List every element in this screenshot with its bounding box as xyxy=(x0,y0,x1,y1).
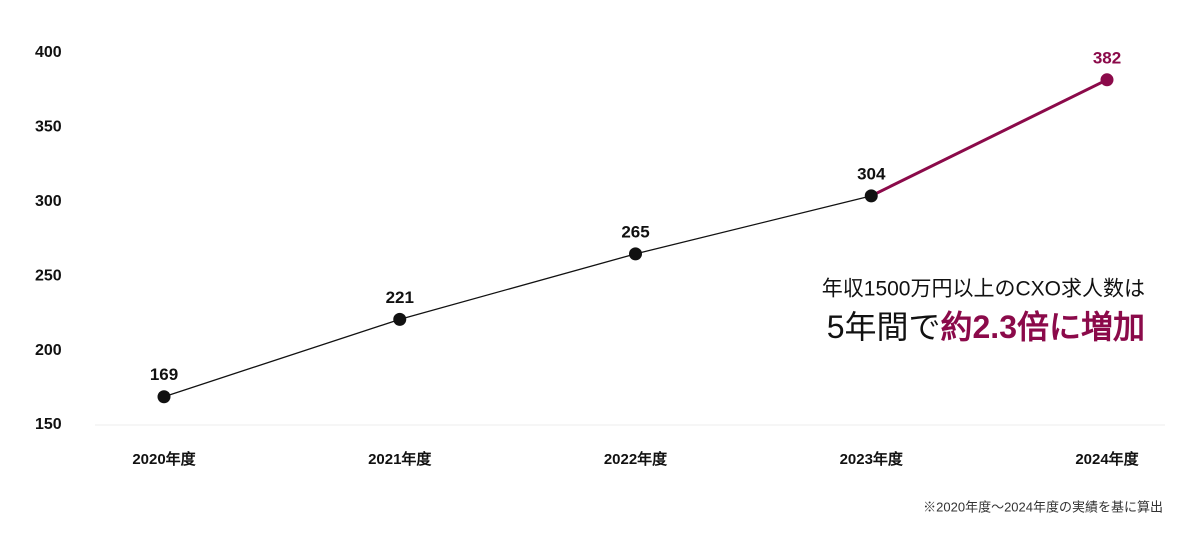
x-tick-label: 2024年度 xyxy=(1075,450,1139,468)
line-segment xyxy=(399,253,636,320)
line-segment xyxy=(163,318,400,398)
value-label: 265 xyxy=(621,222,649,241)
x-tick-label: 2020年度 xyxy=(132,450,196,468)
line-segment xyxy=(635,195,872,255)
y-tick-label: 200 xyxy=(35,342,62,359)
footnote: ※2020年度〜2024年度の実績を基に算出 xyxy=(923,499,1163,514)
line-segment xyxy=(870,78,1108,198)
value-label: 169 xyxy=(150,365,178,384)
point xyxy=(864,189,878,203)
y-tick-label: 350 xyxy=(35,119,62,136)
point xyxy=(629,247,642,261)
value-label: 221 xyxy=(386,288,414,307)
point xyxy=(1100,73,1114,87)
annotation-prefix: 5年間で xyxy=(827,309,941,345)
y-tick-label: 300 xyxy=(35,193,62,210)
x-tick-label: 2022年度 xyxy=(604,450,668,468)
x-tick-label: 2023年度 xyxy=(840,450,904,468)
value-label: 304 xyxy=(857,164,886,183)
x-tick-label: 2021年度 xyxy=(368,450,432,468)
point xyxy=(157,390,171,404)
annotation-line1: 年収1500万円以上のCXO求人数は xyxy=(822,278,1145,301)
y-tick-label: 150 xyxy=(35,416,62,433)
value-label: 382 xyxy=(1093,48,1121,67)
y-tick-label: 400 xyxy=(35,44,62,61)
annotation-line2: 5年間で約2.3倍に増加 xyxy=(827,309,1145,345)
annotation-emphasis: 約2.3倍に増加 xyxy=(941,309,1146,345)
point xyxy=(393,312,407,326)
y-tick-label: 250 xyxy=(35,267,62,284)
